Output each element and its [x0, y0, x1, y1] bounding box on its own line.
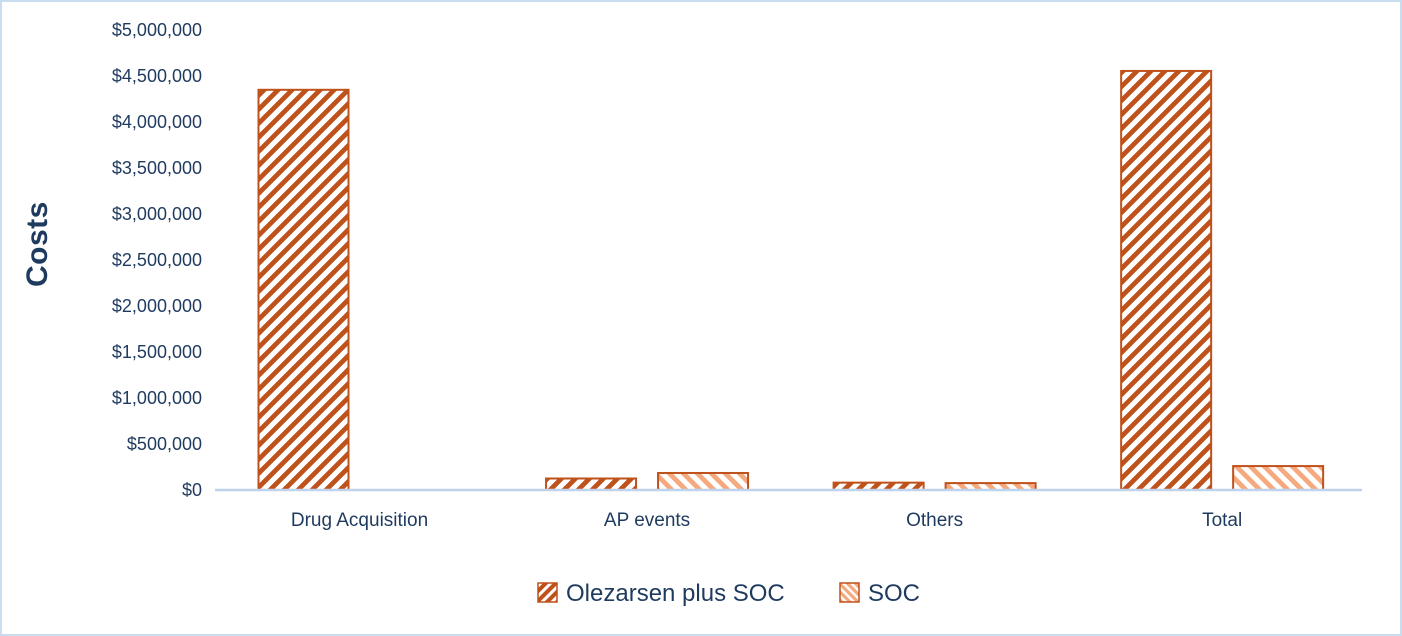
y-tick-label: $2,500,000: [112, 250, 202, 270]
bar-olezarsen-plus-soc-ap-events: [545, 477, 638, 491]
x-category-label: Total: [1202, 510, 1242, 531]
y-tick-label: $1,000,000: [112, 388, 202, 408]
legend-label: Olezarsen plus SOC: [566, 580, 785, 607]
x-category-label: Others: [906, 510, 963, 531]
legend-item: SOC: [839, 580, 920, 607]
legend-swatch-soc: [839, 582, 860, 603]
y-tick-label: $2,000,000: [112, 296, 202, 316]
y-tick-label: $4,500,000: [112, 66, 202, 86]
y-tick-label: $3,500,000: [112, 158, 202, 178]
bar-olezarsen-plus-soc-total: [1120, 69, 1213, 491]
y-tick-label: $5,000,000: [112, 20, 202, 40]
legend-item: Olezarsen plus SOC: [537, 580, 785, 607]
bar-soc-ap-events: [657, 471, 750, 492]
y-tick-label: $0: [182, 480, 202, 500]
y-tick-label: $1,500,000: [112, 342, 202, 362]
y-tick-label: $4,000,000: [112, 112, 202, 132]
legend-label: SOC: [868, 580, 920, 607]
legend-swatch-olezarsen-plus-soc: [537, 582, 558, 603]
bar-olezarsen-plus-soc-drug-acquisition: [257, 88, 350, 492]
y-tick-label: $3,000,000: [112, 204, 202, 224]
x-category-label: Drug Acquisition: [291, 510, 428, 531]
bar-soc-total: [1232, 465, 1325, 491]
y-tick-label: $500,000: [127, 434, 202, 454]
y-axis-title: Costs: [21, 201, 55, 287]
x-category-label: AP events: [604, 510, 690, 531]
